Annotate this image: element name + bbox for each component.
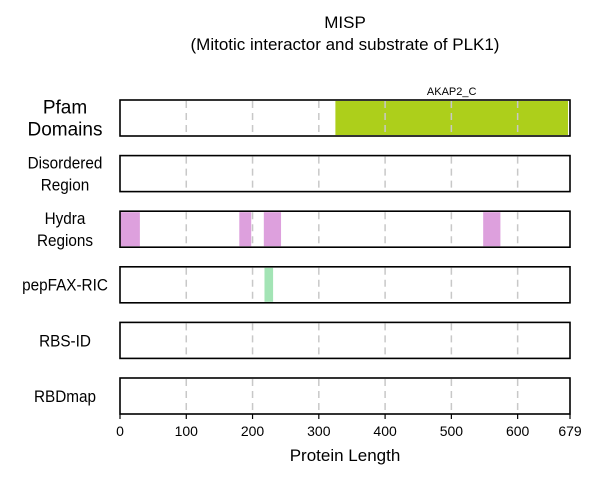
x-tick-label-2: 200: [241, 423, 265, 439]
x-axis-label: Protein Length: [290, 446, 401, 465]
track-1: Disordered Region: [28, 154, 571, 195]
feature-bar-3-0: [264, 267, 274, 302]
x-tick-label-7: 679: [558, 423, 582, 439]
track-2: Hydra Regions: [37, 209, 571, 250]
x-axis: 0 100 200 300 400 500 600 679: [116, 414, 582, 439]
track-label-line-4-0: RBS-ID: [39, 332, 91, 351]
track-5: RBDmap: [34, 377, 571, 415]
x-tick-label-5: 500: [440, 423, 464, 439]
track-label-3: pepFAX-RIC: [22, 276, 108, 295]
feature-bar-2-0: [120, 212, 140, 247]
track-label-line-5-0: RBDmap: [34, 387, 96, 406]
track-label-1: Disordered Region: [28, 154, 103, 195]
chart-title: MISP: [324, 13, 366, 32]
track-frame-2: [119, 210, 571, 248]
track-frame-0: [119, 99, 571, 137]
track-label-5: RBDmap: [34, 387, 96, 406]
track-frame-5: [119, 377, 571, 415]
feature-bar-2-1: [239, 212, 252, 247]
feature-bar-2-3: [483, 212, 501, 247]
track-label-line-2-0: Hydra: [45, 209, 86, 228]
x-tick-label-6: 600: [506, 423, 530, 439]
track-label-line-1-1: Region: [41, 176, 89, 195]
track-label-line-0-1: Domains: [28, 120, 103, 141]
x-tick-label-1: 100: [175, 423, 199, 439]
track-label-4: RBS-ID: [39, 332, 91, 351]
track-label-line-2-1: Regions: [37, 231, 93, 250]
x-tick-label-0: 0: [116, 423, 124, 439]
track-frame-4: [119, 321, 571, 360]
track-4: RBS-ID: [39, 321, 571, 360]
track-0: AKAP2_C Pfam Domains: [28, 86, 571, 141]
x-tick-label-4: 400: [373, 423, 397, 439]
track-label-line-0-0: Pfam: [43, 98, 87, 119]
feature-label-0-0: AKAP2_C: [427, 86, 477, 98]
track-label-2: Hydra Regions: [37, 209, 93, 250]
tracks-group: AKAP2_C Pfam Domains Disordered Region Hydra R…: [22, 86, 571, 415]
feature-bar-2-2: [263, 212, 282, 247]
chart-subtitle: (Mitotic interactor and substrate of PLK…: [191, 35, 500, 54]
track-label-line-3-0: pepFAX-RIC: [22, 276, 108, 295]
track-frame-1: [119, 154, 571, 193]
track-3: pepFAX-RIC: [22, 265, 571, 304]
track-label-line-1-0: Disordered: [28, 154, 103, 173]
track-label-0: Pfam Domains: [28, 98, 103, 141]
x-tick-label-3: 300: [307, 423, 331, 439]
track-frame-3: [119, 265, 571, 304]
